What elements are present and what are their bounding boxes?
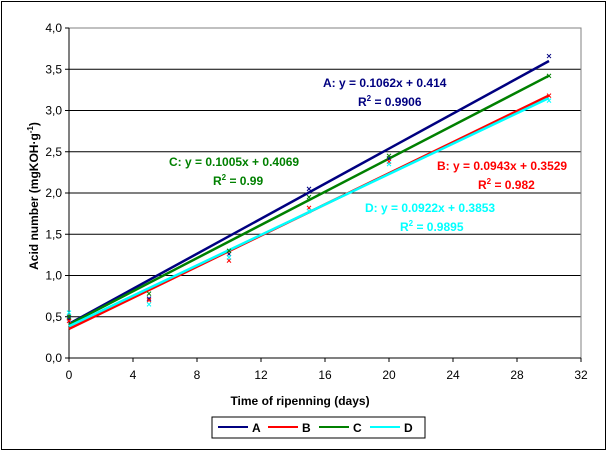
x-tick-label: 4 (130, 368, 137, 382)
trend-lines (68, 59, 550, 331)
equation-c-text: C: y = 0.1005x + 0.4069 (169, 155, 299, 169)
y-axis-title-close: ) (27, 122, 41, 126)
legend: A B C D (211, 416, 426, 439)
y-axis-title-main: Acid number (mgKOH·g (27, 133, 41, 270)
y-tick-label: 1,5 (45, 227, 62, 241)
data-point-c (226, 248, 232, 254)
data-point-c (306, 194, 312, 200)
data-point-c (386, 153, 392, 159)
x-tick-label: 20 (382, 368, 396, 382)
legend-label-b: B (302, 421, 311, 435)
y-axis-title: Acid number (mgKOH·g-1) (26, 122, 41, 270)
y-tick-label: 2,5 (45, 145, 62, 159)
y-axis: 0,0 0,5 1,0 1,5 2,0 2,5 3,0 3,5 4,0 (45, 21, 69, 365)
y-tick-label: 1,0 (45, 269, 62, 283)
equation-a-text: A: y = 0.1062x + 0.414 (323, 76, 447, 90)
equation-b-text: B: y = 0.0943x + 0.3529 (437, 159, 567, 173)
r2-a-text: R2 = 0.9906 (358, 94, 422, 109)
equation-c: C: y = 0.1005x + 0.4069 R2 = 0.99 (169, 155, 299, 188)
r2-d-text: R2 = 0.9895 (400, 219, 464, 234)
trend-line-a (68, 59, 550, 325)
legend-label-d: D (404, 421, 413, 435)
data-point-a (546, 53, 552, 59)
data-point-d (306, 208, 312, 214)
equation-a: A: y = 0.1062x + 0.414 R2 = 0.9906 (323, 76, 447, 109)
data-point-a (146, 296, 152, 301)
data-point-b (146, 297, 152, 303)
y-tick-label: 3,0 (45, 104, 62, 118)
data-point-b (66, 318, 72, 324)
y-tick-label: 2,0 (45, 186, 62, 200)
equation-b: B: y = 0.0943x + 0.3529 R2 = 0.982 (437, 159, 567, 192)
data-points (66, 53, 552, 324)
data-point-b (546, 93, 552, 99)
legend-box (211, 416, 426, 439)
y-tick-label: 4,0 (45, 21, 62, 35)
data-point-d (546, 98, 552, 103)
x-tick-label: 8 (194, 368, 201, 382)
x-tick-label: 16 (318, 368, 332, 382)
data-point-c (66, 314, 72, 320)
data-point-a (306, 186, 312, 192)
data-point-d (66, 310, 72, 315)
x-axis: 0 4 8 12 16 20 24 28 32 (66, 358, 588, 382)
y-axis-title-sup: -1 (26, 126, 35, 134)
data-point-d (226, 254, 232, 260)
x-tick-label: 12 (254, 368, 268, 382)
y-tick-label: 3,5 (45, 62, 62, 76)
equation-d-text: D: y = 0.0922x + 0.3853 (365, 201, 495, 215)
grid-lines (69, 27, 581, 318)
r2-b-text: R2 = 0.982 (478, 177, 535, 192)
x-axis-title: Time of ripenning (days) (230, 394, 369, 408)
legend-label-a: A (252, 421, 261, 435)
x-tick-label: 32 (574, 368, 588, 382)
data-point-c (546, 73, 552, 79)
data-point-c (146, 291, 152, 297)
equation-d: D: y = 0.0922x + 0.3853 R2 = 0.9895 (365, 201, 495, 234)
x-tick-label: 28 (510, 368, 524, 382)
data-point-d (146, 302, 152, 307)
trend-line-c (68, 74, 550, 326)
data-point-d (386, 161, 392, 167)
x-tick-label: 0 (66, 368, 73, 382)
legend-label-c: C (353, 421, 362, 435)
y-tick-label: 0,0 (45, 351, 62, 365)
x-tick-label: 24 (446, 368, 460, 382)
trend-line-d (68, 96, 550, 328)
r2-c-text: R2 = 0.99 (213, 173, 263, 188)
y-tick-label: 0,5 (45, 310, 62, 324)
